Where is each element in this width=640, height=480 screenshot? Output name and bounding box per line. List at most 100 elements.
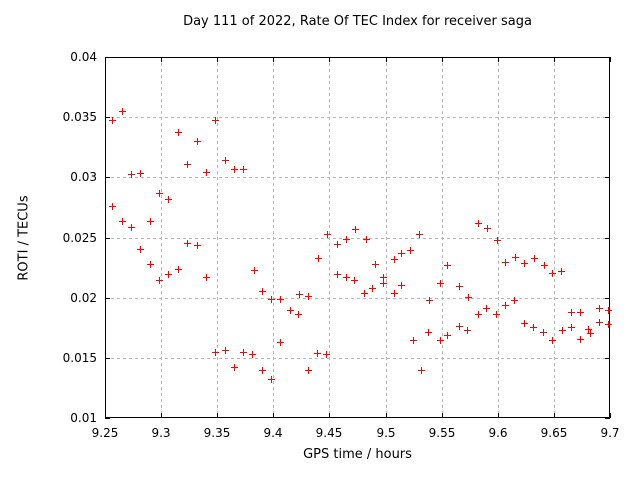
x-gridline <box>273 57 274 418</box>
x-tick-mark <box>442 57 443 62</box>
data-point <box>444 262 452 270</box>
data-point <box>501 302 509 310</box>
data-point <box>539 328 547 336</box>
data-point <box>287 306 295 314</box>
x-tick-mark <box>554 57 555 62</box>
data-point <box>482 304 490 312</box>
data-point <box>127 223 135 231</box>
x-axis-label: GPS time / hours <box>303 447 412 462</box>
data-point <box>147 217 154 225</box>
y-tick-mark <box>605 177 610 178</box>
data-point <box>576 309 584 317</box>
x-tick-label: 9.25 <box>91 426 119 440</box>
y-tick-label: 0.02 <box>70 291 97 305</box>
y-tick-label: 0.03 <box>70 170 97 184</box>
data-point <box>194 138 202 146</box>
data-point <box>127 170 135 178</box>
data-point <box>362 235 370 243</box>
data-point <box>136 245 144 253</box>
y-gridline <box>105 298 610 299</box>
data-point <box>474 220 482 228</box>
data-point <box>119 108 126 116</box>
data-point <box>511 254 519 261</box>
data-point <box>268 375 276 383</box>
data-point <box>343 274 351 282</box>
data-point <box>557 268 565 276</box>
data-point <box>352 226 360 234</box>
data-point <box>305 292 313 300</box>
data-point <box>305 367 313 375</box>
data-point <box>604 306 612 314</box>
data-point <box>231 166 239 174</box>
data-point <box>277 296 285 304</box>
x-tick-mark <box>329 57 330 62</box>
data-point <box>165 196 172 204</box>
data-point <box>231 363 239 371</box>
data-point <box>351 276 359 284</box>
y-tick-label: 0.015 <box>62 351 97 365</box>
data-point <box>371 261 379 269</box>
data-point <box>156 276 163 284</box>
y-tick-mark <box>105 117 110 118</box>
data-point <box>493 237 501 245</box>
y-tick-label: 0.01 <box>70 411 97 425</box>
data-point <box>520 260 528 267</box>
x-tick-label: 9.45 <box>315 426 343 440</box>
data-point <box>249 351 257 359</box>
data-point <box>108 203 116 211</box>
y-tick-label: 0.035 <box>62 110 97 124</box>
plot-border <box>105 57 610 418</box>
x-tick-mark <box>105 57 106 62</box>
data-point <box>361 290 369 298</box>
data-point <box>334 270 342 278</box>
data-point <box>136 169 144 177</box>
data-point <box>175 266 183 273</box>
data-point <box>586 329 594 337</box>
data-point <box>390 256 398 264</box>
y-gridline <box>105 177 610 178</box>
data-point <box>529 323 537 331</box>
data-point <box>510 297 518 305</box>
data-point <box>576 335 584 343</box>
data-point <box>165 270 172 278</box>
data-point <box>455 322 463 330</box>
data-point <box>259 287 267 295</box>
data-point <box>194 241 202 249</box>
data-point <box>277 339 285 347</box>
x-tick-mark <box>273 57 274 62</box>
data-point <box>212 349 220 356</box>
data-point <box>407 246 415 254</box>
x-tick-label: 9.55 <box>428 426 456 440</box>
x-tick-mark <box>610 413 611 418</box>
x-tick-mark <box>498 57 499 62</box>
x-tick-mark <box>554 413 555 418</box>
data-point <box>567 309 575 317</box>
x-tick-mark <box>386 413 387 418</box>
x-tick-mark <box>273 413 274 418</box>
x-tick-mark <box>610 57 611 62</box>
data-point <box>455 282 463 290</box>
x-tick-label: 9.6 <box>488 426 508 440</box>
x-tick-mark <box>442 413 443 418</box>
x-tick-label: 9.4 <box>263 426 283 440</box>
data-point <box>203 168 211 176</box>
y-tick-mark <box>105 298 110 299</box>
data-point <box>584 326 592 334</box>
data-point <box>398 250 406 258</box>
data-point <box>530 255 538 263</box>
data-point <box>259 367 267 375</box>
x-tick-mark <box>217 413 218 418</box>
data-point <box>595 318 603 326</box>
data-point <box>417 367 425 375</box>
y-tick-mark <box>605 117 610 118</box>
data-point <box>474 310 482 318</box>
data-point <box>240 166 248 174</box>
y-tick-mark <box>605 298 610 299</box>
data-point <box>540 262 548 270</box>
data-point <box>222 346 230 354</box>
data-point <box>595 304 603 312</box>
x-tick-mark <box>161 413 162 418</box>
data-point <box>212 116 220 124</box>
data-point <box>548 337 556 344</box>
